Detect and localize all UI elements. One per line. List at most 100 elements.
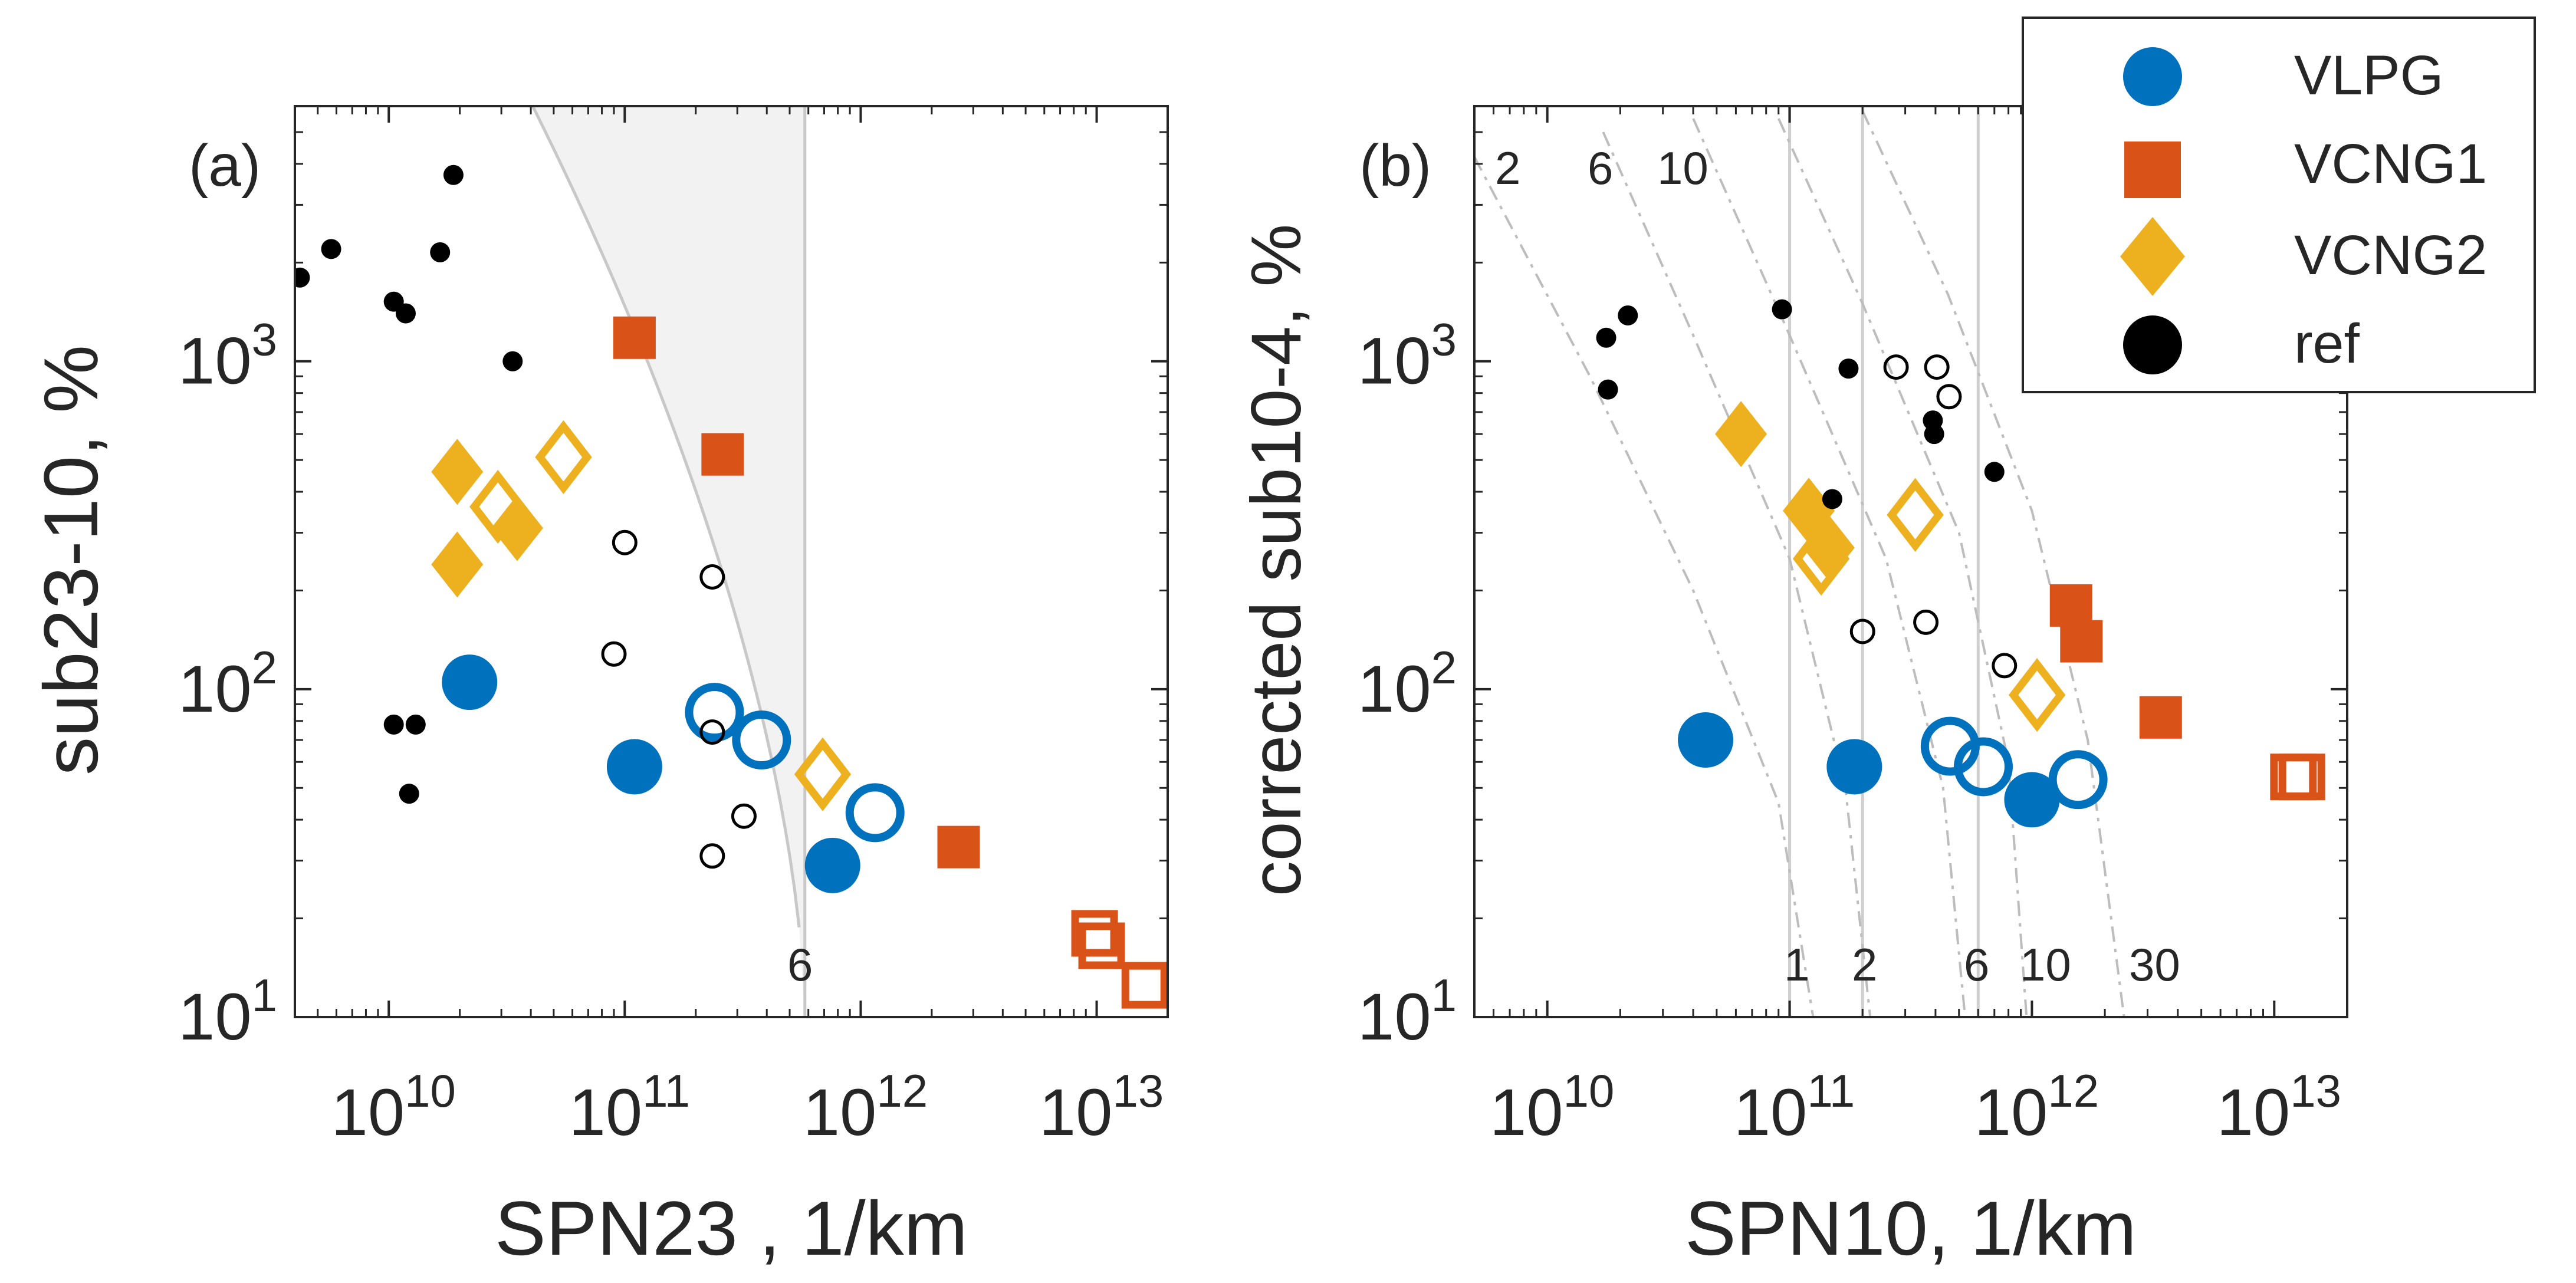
panel-a-label: (a) [189,133,261,199]
panel-b-reference-curve [1602,131,1872,1017]
panel-b-y-tick-label: 101 [1358,969,1457,1054]
panel-b-point-vcng2-open [2008,658,2066,732]
panel-b-point-ref [1838,358,1859,379]
legend-label-vcng1: VCNG1 [2294,133,2487,195]
legend-marker-ref [2123,315,2182,374]
panel-a-point-vcng2-open [794,737,852,811]
panel-a-point-vlpg-open [732,710,791,770]
panel-b-reference-curve [1474,156,1815,1017]
panel-a-point-vcng1 [937,825,980,869]
panel-b-point-vlpg-open [2048,750,2108,810]
panel-a-point-ref [383,714,404,735]
panel-b-point-ref-open [1992,653,2018,679]
panel-b-reference-curve [1692,118,1967,1017]
panel-b-point-vlpg [1826,739,1882,795]
panel-a-point-vcng2-open [469,469,527,544]
panel-a-point-vlpg-open [845,783,905,843]
panel-a-x-axis-label: SPN23 , 1/km [495,1185,968,1271]
legend: VLPG VCNG1 VCNG2 ref [2022,17,2536,393]
panel-a-point-vlpg [606,739,662,795]
panel-a-point-vlpg [442,654,498,710]
panel-a-y-tick-label: 101 [178,969,277,1054]
panel-b-point-vcng1 [2049,584,2092,627]
panel-b-point-vcng1 [2139,696,2182,739]
panel-a-x-tick-label: 1013 [1039,1065,1164,1149]
panel-a-point-ref-open [699,719,725,745]
panel-a-point-ref [443,165,464,185]
panel-a-point-vcng2 [491,495,543,561]
panel-a-point-ref [405,714,426,735]
panel-b-point-ref-open [1883,354,1909,380]
panel-a-curve-label: 6 [787,939,813,991]
panel-b-x-tick-label: 1012 [1974,1065,2099,1149]
panel-a-point-vcng1-open [1121,962,1168,1009]
panel-b-curve-label-bottom-5: 30 [2129,939,2180,991]
panel-b-reference-curve [1777,118,2028,1017]
panel-b-y-tick-label: 103 [1358,314,1457,398]
panel-a-point-vlpg-open [685,683,744,742]
panel-b-point-ref [1598,379,1618,400]
panel-b-point-vcng2 [1715,401,1767,468]
legend-label-vcng2: VCNG2 [2294,224,2487,287]
panel-b-point-vcng1-open [2278,754,2325,801]
panel-b-curve-label-bottom-4: 10 [2020,939,2071,991]
panel-b-point-ref [1822,489,1842,509]
panel-a-point-vlpg [804,837,860,893]
panel-b-point-vlpg-open [1953,737,2013,797]
legend-marker-vcng1 [2124,142,2181,198]
panel-a-point-vcng2-open [535,420,592,495]
panel-b-curve-label-bottom-3: 6 [1964,939,1989,991]
panel-b-point-vcng2 [1802,514,1855,581]
panel-b-point-vlpg [1678,712,1734,768]
panel-b-y-tick-label: 102 [1358,642,1457,726]
panel-a-point-ref-open [612,529,638,555]
panel-b-x-tick-label: 1010 [1490,1065,1614,1149]
panel-a-point-ref-open [699,843,725,869]
panel-a-y-tick-label: 102 [178,642,277,726]
panel-a-point-vcng1 [613,316,656,359]
panel-a-point-ref [430,242,451,262]
panel-b-point-vcng1 [2060,620,2103,663]
panel-b-point-ref [1618,305,1638,325]
panel-a-shaded-region [407,106,805,1017]
panel-a-point-vcng1-open [1078,922,1125,969]
panel-a-boundary-curve [531,106,801,928]
panel-b-label: (b) [1359,133,1431,199]
panel-b: 1010 1011 1012 1013 101 102 103 (b) 2 6 10 1 2… [1237,105,2348,1271]
panel-a-x-tick-label: 1010 [331,1065,456,1149]
panel-a-point-vcng2 [431,439,484,505]
panel-b-point-vcng2-open [1887,478,1944,552]
panel-a-point-ref [295,267,310,288]
panel-b-point-ref-open [1913,609,1939,635]
panel-b-curve-label-bottom-1: 1 [1784,939,1809,991]
panel-b-frame [1473,105,2348,1018]
panel-b-reference-curve [1861,110,2125,1017]
panel-a-x-tick-label: 1011 [569,1065,691,1149]
legend-marker-vlpg [2123,47,2182,106]
panel-b-curve-label-top-2: 6 [1588,142,1613,194]
panel-b-x-tick-label: 1011 [1734,1065,1855,1149]
panel-b-x-tick-label: 1013 [2217,1065,2341,1149]
panel-b-point-ref-open [1936,384,1962,410]
panel-a-point-ref [321,239,341,259]
legend-box [2022,17,2536,393]
panel-b-x-axis-label: SPN10, 1/km [1685,1185,2137,1271]
panel-a-y-tick-label: 103 [178,314,277,398]
panel-a-point-ref-open [731,803,757,829]
panel-b-point-ref-open [1849,619,1875,644]
panel-a-point-vcng2 [431,531,484,598]
legend-label-vlpg: VLPG [2294,44,2443,107]
panel-b-y-axis-label: corrected sub10-4, % [1237,224,1316,897]
panel-b-curve-label-top-3: 10 [1657,142,1708,194]
panel-a-x-tick-label: 1012 [803,1065,928,1149]
panel-a-point-vcng1 [701,433,744,476]
legend-marker-vcng2 [2120,217,2185,296]
panel-b-curve-label-top-1: 2 [1495,142,1520,194]
legend-label-ref: ref [2294,312,2360,375]
panel-b-point-ref [1924,424,1944,445]
panel-a-point-ref [395,303,416,324]
panel-a-y-axis-label: sub23-10, % [28,345,114,775]
panel-a-point-ref [399,784,419,804]
panel-b-point-ref [1984,462,2005,482]
